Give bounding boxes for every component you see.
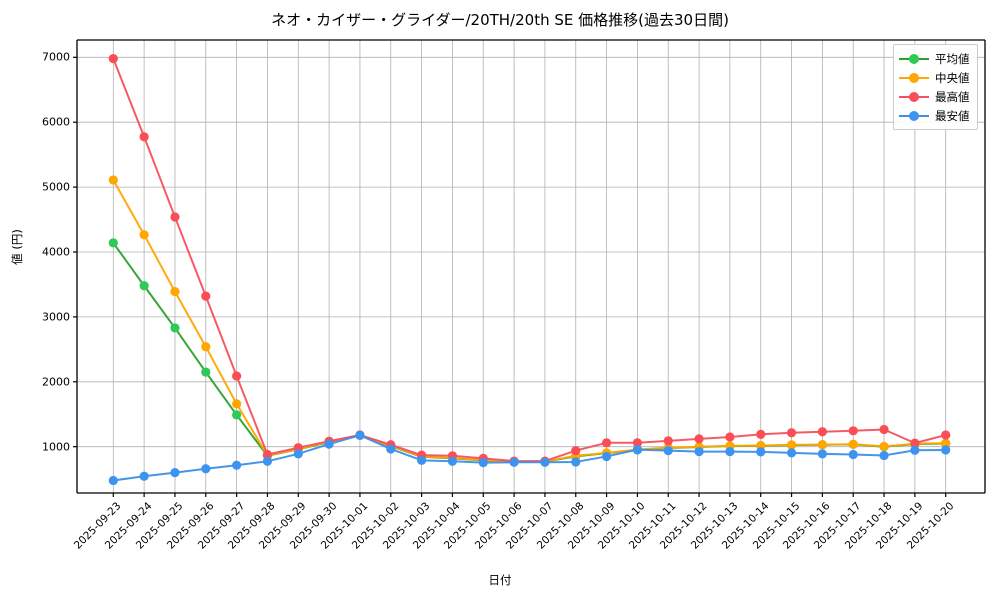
legend-swatch-icon: [899, 90, 929, 104]
data-point-marker: [879, 450, 889, 461]
data-point-marker: [108, 54, 118, 64]
data-point-marker: [478, 458, 488, 468]
series-4: [108, 430, 951, 486]
legend-swatch-icon: [899, 52, 929, 66]
legend-swatch-icon: [899, 109, 929, 123]
data-point-marker: [725, 432, 735, 442]
data-point-marker: [201, 291, 211, 301]
data-point-marker: [386, 444, 396, 454]
data-point-marker: [848, 426, 858, 436]
data-point-marker: [139, 281, 149, 291]
data-point-marker: [139, 132, 149, 142]
data-point-marker: [941, 438, 951, 448]
data-point-marker: [355, 430, 365, 440]
y-tick-label: 2000: [42, 375, 70, 389]
data-point-marker: [139, 230, 149, 240]
data-point-marker: [756, 447, 766, 457]
legend-item-2[interactable]: 中央値: [899, 68, 970, 87]
data-point-marker: [139, 471, 149, 481]
series-3: [108, 54, 951, 466]
legend-label: 最安値: [935, 108, 970, 123]
tick-marks: [73, 56, 947, 497]
legend-item-1[interactable]: 平均値: [899, 49, 970, 68]
data-point-marker: [232, 399, 242, 409]
data-point-marker: [571, 457, 581, 467]
data-point-marker: [817, 427, 827, 437]
data-point-marker: [786, 428, 797, 438]
data-point-marker: [941, 430, 951, 440]
y-tick-label: 3000: [42, 310, 70, 324]
y-tick-label: 4000: [42, 245, 70, 259]
data-point-marker: [941, 445, 951, 455]
series-line: [112, 57, 947, 463]
data-point-marker: [848, 439, 858, 449]
data-point-marker: [324, 439, 334, 449]
data-point-marker: [725, 446, 735, 457]
y-tick-label: 1000: [42, 440, 70, 454]
legend-label: 最高値: [935, 89, 970, 104]
data-point-marker: [756, 440, 766, 451]
data-point-marker: [232, 410, 242, 420]
x-axis-label: 日付: [488, 573, 512, 587]
y-tick-label: 6000: [42, 115, 70, 129]
data-point-marker: [879, 424, 889, 435]
series-line: [112, 434, 947, 482]
data-point-marker: [756, 429, 766, 439]
data-point-marker: [786, 448, 797, 458]
axis-spines: [76, 39, 986, 494]
data-point-marker: [201, 464, 211, 474]
data-point-marker: [232, 371, 242, 381]
data-point-marker: [571, 445, 581, 456]
data-point-marker: [170, 212, 180, 222]
data-point-marker: [293, 449, 303, 459]
data-point-marker: [417, 455, 427, 465]
data-point-marker: [694, 446, 704, 457]
chart-legend: 平均値中央値最高値最安値: [893, 44, 978, 130]
data-point-marker: [786, 440, 797, 450]
data-point-marker: [601, 451, 612, 462]
data-point-marker: [108, 238, 118, 248]
data-point-marker: [632, 438, 643, 448]
data-point-marker: [663, 445, 673, 456]
y-tick-label: 7000: [42, 50, 70, 64]
data-point-marker: [632, 445, 643, 455]
legend-swatch-icon: [899, 71, 929, 85]
data-point-marker: [108, 475, 118, 486]
data-point-marker: [509, 457, 519, 467]
data-point-marker: [108, 175, 118, 185]
data-point-marker: [879, 441, 889, 451]
chart-title: ネオ・カイザー・グライダー/20TH/20th SE 価格推移(過去30日間): [271, 11, 729, 29]
data-point-marker: [601, 438, 612, 448]
data-point-marker: [262, 449, 273, 460]
data-point-marker: [201, 367, 211, 377]
data-point-marker: [170, 286, 180, 297]
data-point-marker: [910, 438, 920, 448]
legend-item-4[interactable]: 最安値: [899, 106, 970, 125]
legend-label: 平均値: [935, 51, 970, 66]
data-point-marker: [170, 468, 180, 478]
y-tick-label: 5000: [42, 180, 70, 194]
data-point-marker: [170, 323, 180, 333]
legend-label: 中央値: [935, 70, 970, 85]
data-point-marker: [694, 434, 704, 444]
plot-background: [77, 40, 985, 493]
data-point-marker: [848, 449, 858, 460]
data-point-marker: [817, 440, 827, 450]
data-point-marker: [817, 449, 827, 459]
data-point-marker: [447, 456, 458, 466]
data-point-marker: [910, 445, 920, 455]
data-point-marker: [663, 436, 673, 446]
data-point-marker: [540, 457, 550, 467]
legend-item-3[interactable]: 最高値: [899, 87, 970, 106]
data-point-marker: [201, 342, 211, 352]
data-point-marker: [262, 456, 273, 466]
data-point-marker: [232, 460, 242, 470]
